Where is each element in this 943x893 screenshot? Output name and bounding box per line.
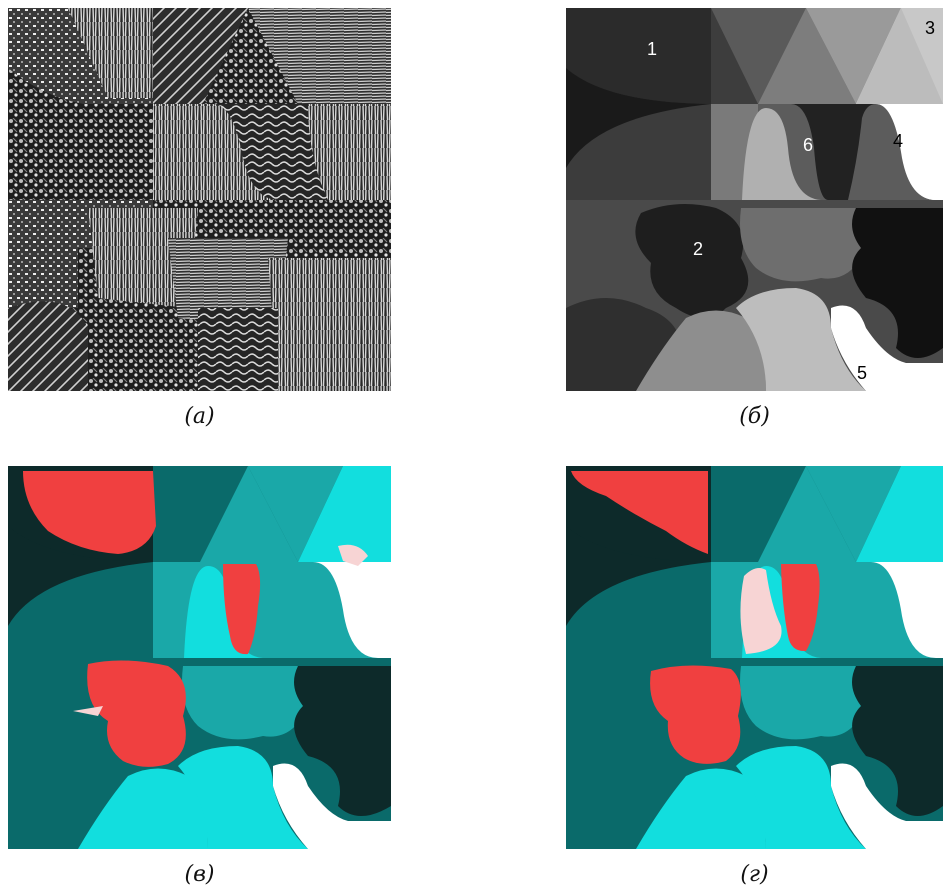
panel-d-segmentation-result <box>566 466 943 849</box>
panel-c-segmentation-result <box>8 466 391 849</box>
seg-region-2 <box>650 665 741 764</box>
caption-c: (в) <box>184 862 215 887</box>
segmentation-result-d-image <box>566 466 943 849</box>
seg-region-1 <box>571 471 708 554</box>
caption-b: (б) <box>739 404 770 429</box>
caption-d: (г) <box>740 862 769 887</box>
region-label-5: 5 <box>857 363 867 383</box>
seg-region-6 <box>781 564 820 652</box>
region-label-3: 3 <box>925 18 935 38</box>
region-map-image: 1 2 3 4 5 6 <box>566 8 943 391</box>
seg-region-6 <box>223 564 261 655</box>
region-label-1: 1 <box>647 39 657 59</box>
caption-a: (а) <box>184 404 215 429</box>
region-label-6: 6 <box>803 135 813 155</box>
region-label-2: 2 <box>693 239 703 259</box>
texture-mosaic-image <box>8 8 391 391</box>
region-label-4: 4 <box>893 131 903 151</box>
panel-a-texture-mosaic <box>8 8 391 391</box>
panel-b-region-map: 1 2 3 4 5 6 <box>566 8 943 391</box>
seg-region-1 <box>23 471 156 554</box>
segmentation-result-c-image <box>8 466 391 849</box>
seg-region-2 <box>87 660 186 767</box>
